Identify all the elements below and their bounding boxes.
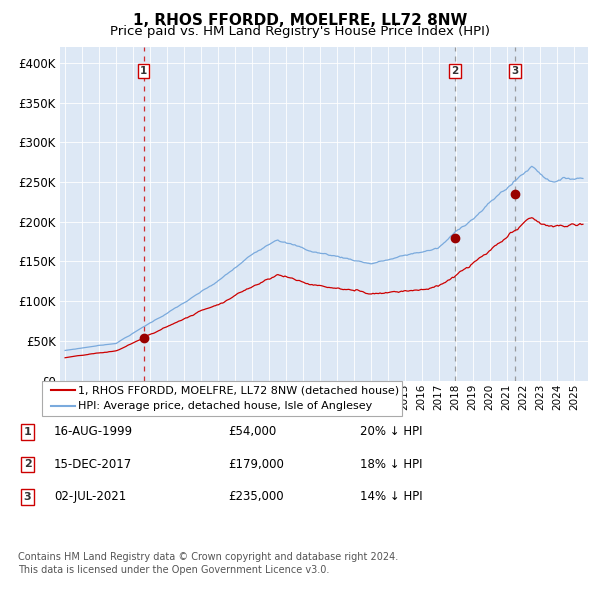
Text: 18% ↓ HPI: 18% ↓ HPI: [360, 458, 422, 471]
Text: 20% ↓ HPI: 20% ↓ HPI: [360, 425, 422, 438]
Text: Contains HM Land Registry data © Crown copyright and database right 2024.
This d: Contains HM Land Registry data © Crown c…: [18, 552, 398, 575]
Text: 3: 3: [511, 66, 518, 76]
Text: 15-DEC-2017: 15-DEC-2017: [54, 458, 132, 471]
Text: Price paid vs. HM Land Registry's House Price Index (HPI): Price paid vs. HM Land Registry's House …: [110, 25, 490, 38]
Text: 3: 3: [24, 492, 31, 502]
Text: 1, RHOS FFORDD, MOELFRE, LL72 8NW (detached house): 1, RHOS FFORDD, MOELFRE, LL72 8NW (detac…: [78, 385, 399, 395]
Text: 1: 1: [24, 427, 31, 437]
Text: 2: 2: [451, 66, 458, 76]
Text: 1, RHOS FFORDD, MOELFRE, LL72 8NW: 1, RHOS FFORDD, MOELFRE, LL72 8NW: [133, 13, 467, 28]
Text: 14% ↓ HPI: 14% ↓ HPI: [360, 490, 422, 503]
Text: £179,000: £179,000: [228, 458, 284, 471]
Text: £54,000: £54,000: [228, 425, 276, 438]
Text: £235,000: £235,000: [228, 490, 284, 503]
Text: 2: 2: [24, 460, 31, 469]
Text: 1: 1: [140, 66, 147, 76]
Text: 02-JUL-2021: 02-JUL-2021: [54, 490, 126, 503]
Text: HPI: Average price, detached house, Isle of Anglesey: HPI: Average price, detached house, Isle…: [78, 401, 372, 411]
Text: 16-AUG-1999: 16-AUG-1999: [54, 425, 133, 438]
